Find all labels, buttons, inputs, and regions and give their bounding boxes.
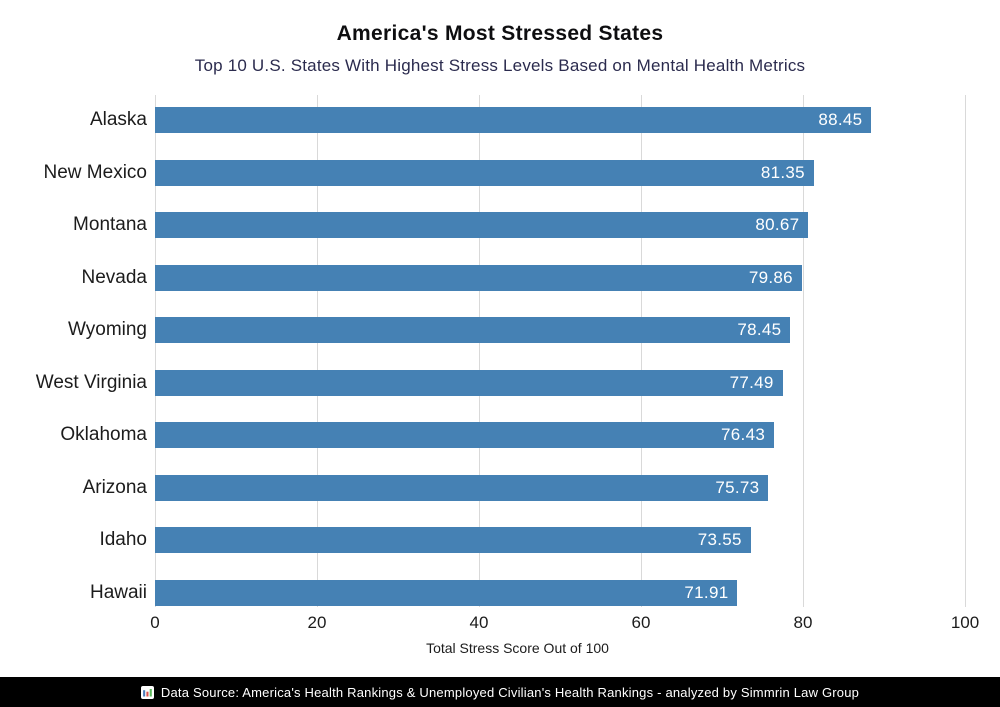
category-label: Nevada bbox=[81, 266, 148, 288]
source-footer: Data Source: America's Health Rankings &… bbox=[0, 677, 1000, 707]
bar: 81.35 bbox=[155, 159, 814, 186]
bar: 88.45 bbox=[155, 107, 872, 134]
gridline bbox=[479, 95, 480, 607]
x-tick-label: 80 bbox=[793, 613, 813, 632]
bar-value-label: 81.35 bbox=[760, 162, 805, 182]
bar-value-label: 77.49 bbox=[729, 372, 774, 392]
bar: 78.45 bbox=[155, 317, 791, 344]
bar-row: Wyoming 78.45 bbox=[0, 304, 965, 357]
gridline bbox=[641, 95, 642, 607]
bar-chart: Alaska 88.45 New Mexico 81.35 Montana 80.67 Ne… bbox=[0, 94, 965, 619]
bar-row: New Mexico 81.35 bbox=[0, 147, 965, 200]
x-tick-label: 20 bbox=[307, 613, 327, 632]
chart-title: America's Most Stressed States bbox=[336, 22, 664, 45]
bar-value-label: 75.73 bbox=[715, 477, 760, 497]
bar-track: 76.43 bbox=[155, 422, 965, 449]
category-label: Idaho bbox=[99, 529, 147, 551]
bar-row: Idaho 73.55 bbox=[0, 514, 965, 567]
bar-row: Alaska 88.45 bbox=[0, 94, 965, 147]
category-label: Oklahoma bbox=[60, 424, 147, 446]
bar-value-label: 80.67 bbox=[755, 215, 800, 235]
bar: 71.91 bbox=[155, 579, 738, 606]
bar-track: 73.55 bbox=[155, 527, 965, 554]
bar-value-label: 76.43 bbox=[721, 425, 766, 445]
bar: 79.86 bbox=[155, 264, 802, 291]
x-axis-label: Total Stress Score Out of 100 bbox=[426, 640, 609, 656]
bar-row: Nevada 79.86 bbox=[0, 252, 965, 305]
bar-row: Oklahoma 76.43 bbox=[0, 409, 965, 462]
bar: 73.55 bbox=[155, 527, 751, 554]
bar-value-label: 71.91 bbox=[684, 582, 729, 602]
chart-header: America's Most Stressed States Top 10 U.… bbox=[0, 22, 1000, 76]
bar-track: 75.73 bbox=[155, 474, 965, 501]
bar-track: 80.67 bbox=[155, 212, 965, 239]
bar-track: 79.86 bbox=[155, 264, 965, 291]
category-label: Alaska bbox=[89, 109, 147, 131]
plot-area bbox=[155, 95, 966, 607]
bar-chart-icon bbox=[140, 685, 154, 699]
category-label: Hawaii bbox=[89, 581, 147, 603]
gridline bbox=[317, 95, 318, 607]
bar-row: Arizona 75.73 bbox=[0, 462, 965, 515]
bar-row: West Virginia 77.49 bbox=[0, 357, 965, 410]
bar-value-label: 78.45 bbox=[737, 320, 782, 340]
x-tick-label: 0 bbox=[150, 613, 160, 632]
bar: 76.43 bbox=[155, 422, 775, 449]
chart-subtitle: Top 10 U.S. States With Highest Stress L… bbox=[194, 56, 806, 75]
bar: 80.67 bbox=[155, 212, 809, 239]
gridline bbox=[803, 95, 804, 607]
bar-value-label: 73.55 bbox=[697, 530, 742, 550]
gridline bbox=[965, 95, 966, 607]
category-label: Arizona bbox=[82, 476, 147, 498]
source-text: Data Source: America's Health Rankings &… bbox=[160, 684, 860, 700]
x-axis-ticks: 0 20 40 60 80 100 bbox=[150, 613, 979, 637]
bar-track: 78.45 bbox=[155, 317, 965, 344]
category-label: New Mexico bbox=[43, 161, 147, 183]
x-tick-label: 100 bbox=[950, 613, 980, 632]
category-label: West Virginia bbox=[35, 371, 147, 393]
bar-track: 71.91 bbox=[155, 579, 965, 606]
bar: 77.49 bbox=[155, 369, 783, 396]
bar-track: 77.49 bbox=[155, 369, 965, 396]
category-label: Montana bbox=[73, 214, 147, 236]
bar: 75.73 bbox=[155, 474, 769, 501]
bar-row: Hawaii 71.91 bbox=[0, 567, 965, 620]
x-tick-label: 40 bbox=[469, 613, 489, 632]
bar-row: Montana 80.67 bbox=[0, 199, 965, 252]
bar-track: 88.45 bbox=[155, 107, 965, 134]
category-label: Wyoming bbox=[67, 319, 147, 341]
gridline bbox=[155, 95, 156, 607]
bar-track: 81.35 bbox=[155, 159, 965, 186]
x-tick-label: 60 bbox=[631, 613, 651, 632]
bar-value-label: 88.45 bbox=[818, 110, 863, 130]
bar-value-label: 79.86 bbox=[748, 267, 793, 287]
